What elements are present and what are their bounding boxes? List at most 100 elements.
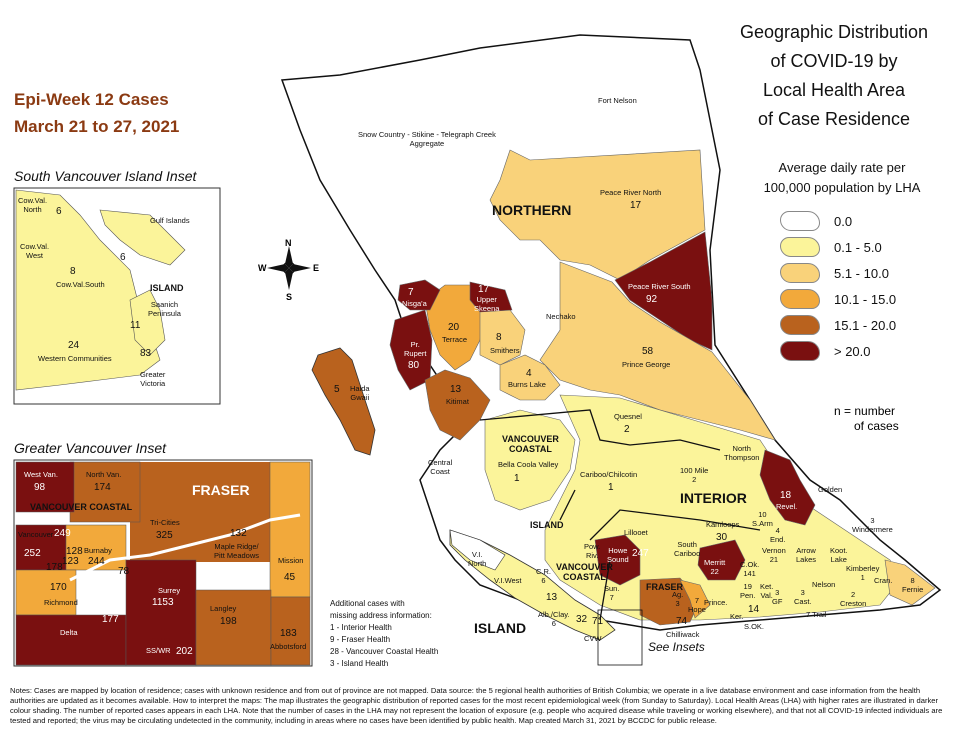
lha-label-central-coast: Central Coast (428, 458, 452, 476)
gv-label-tri-cities: Tri-Cities (150, 518, 180, 527)
lha-label-s-ok: S.OK. (744, 622, 765, 631)
vin-l2: North (468, 559, 487, 568)
mer-l2: 22 (710, 567, 719, 576)
compass-n: N (285, 238, 292, 248)
lha-n-smithers: 8 (496, 332, 502, 343)
lha-label-merritt: Merritt 22 (704, 558, 725, 576)
lha-n-vi-13: 13 (546, 592, 558, 603)
vcs-line1: VANCOUVER (556, 562, 613, 572)
lha-upper-skeena (469, 281, 513, 313)
tr-l2: Trail (812, 610, 827, 619)
lha-revelstoke (759, 449, 816, 526)
lha-label-kamloops: Kamloops (706, 520, 740, 529)
legend-title-1: Average daily rate per (778, 160, 906, 175)
cvw-l2: West (26, 251, 43, 260)
legend-swatch (780, 315, 820, 335)
sarm-l2: S.Arm (752, 519, 773, 528)
legend-swatch (780, 341, 820, 361)
svi-label-cowval-south: Cow.Val.South (56, 280, 105, 289)
inset-marker-box (597, 609, 643, 666)
ket-l2: Val. (760, 591, 773, 600)
mr-l1: Maple Ridge/ (214, 542, 259, 551)
pen-l1: 19 (743, 582, 752, 591)
tr-l1: 7 (806, 610, 811, 619)
cvw-l1: Cow.Val. (20, 242, 50, 251)
gv-surrey (125, 559, 197, 666)
end-l1: 4 (775, 526, 780, 535)
pr-l2: Rupert (404, 349, 427, 358)
lha-label-100-mile: 100 Mile 2 (680, 466, 708, 484)
lha-label-arrow-lakes: Arrow Lakes (796, 546, 816, 564)
gvic-l2: Victoria (140, 379, 166, 388)
gv-n-tri-cities: 325 (156, 530, 173, 541)
lha-label-s-arm: 10 S.Arm (752, 510, 773, 528)
gv-vancouver (15, 524, 67, 571)
cvn-l1: Cow.Val. (18, 196, 48, 205)
lha-burns-lake (499, 354, 561, 401)
vc-line2: COASTAL (509, 444, 552, 454)
addl-3: 1 - Interior Health (330, 623, 392, 632)
sun-l1: Sun. (604, 584, 620, 593)
lha-label-prince-george: Prince George (622, 360, 671, 369)
gv-n-abbotsford: 183 (280, 628, 297, 639)
gv-n-maple-ridge: 132 (230, 528, 247, 539)
snow-l2: Aggregate (409, 139, 445, 148)
addl-5: 28 - Vancouver Coastal Health (330, 647, 439, 656)
notes: Notes: Cases are mapped by location of r… (10, 686, 943, 725)
addl-6: 3 - Island Health (330, 659, 389, 668)
lha-label-cr: C.R. 6 (536, 567, 551, 585)
lha-nisgaa (397, 279, 441, 311)
fer-l1: 8 (910, 576, 915, 585)
legend-swatch (780, 211, 820, 231)
n-note-1: n = number (834, 404, 896, 418)
cre-l1: 2 (851, 590, 856, 599)
lha-label-kettle: Ket. Val. (760, 582, 773, 600)
ket-l1: Ket. (760, 582, 774, 591)
gv-label-west-van: West Van. (24, 470, 58, 479)
svi-label-saanich: Saanich Peninsula (148, 300, 181, 318)
gv-n-vancouver-2: 252 (24, 548, 41, 559)
region-island-small: ISLAND (530, 520, 564, 530)
hope-l1: 7 (694, 596, 700, 605)
svi-n-western: 24 (68, 340, 80, 351)
gv-label-delta: Delta (60, 628, 78, 637)
nt-l2: Thompson (724, 453, 760, 462)
region-island-inset: ISLAND (150, 283, 184, 293)
kim-l1: Kimberley (846, 564, 880, 573)
lha-label-central-ok: C.Ok. 141 (740, 560, 759, 578)
m100-l1: 100 Mile (680, 466, 709, 475)
cas-l2: Cast. (794, 597, 812, 606)
gv-n-surrey: 1153 (152, 597, 174, 608)
gv-mission (269, 461, 311, 598)
lha-label-quesnel: Quesnel (614, 412, 642, 421)
lha-terrace (424, 284, 486, 371)
lha-label-howe-sound: Howe Sound (607, 546, 629, 564)
legend-title-2: 100,000 population by LHA (763, 180, 921, 195)
lha-label-pr-rupert: Pr. Rupert (404, 340, 427, 358)
legend-item: 10.1 - 15.0 (780, 286, 896, 312)
vcs-line2: COASTAL (563, 572, 606, 582)
gv-label-richmond: Richmond (44, 598, 78, 607)
gv-n-langley: 198 (220, 616, 237, 627)
mer-l1: Merritt (704, 558, 726, 567)
legend-label: 10.1 - 15.0 (834, 291, 897, 307)
hg-l2: Gwaii (350, 393, 370, 402)
lha-hope (679, 579, 711, 619)
hs-l1: Howe (608, 546, 628, 555)
gv-n-burnaby: 244 (88, 556, 105, 567)
lha-haida-gwaii (311, 347, 376, 456)
gv-n-sswr: 202 (176, 646, 193, 657)
addl-1: Additional cases with (330, 599, 405, 608)
lha-label-grand-forks: 3 GF (772, 588, 782, 606)
win-l1: 3 (870, 516, 875, 525)
gv-west-van (15, 461, 75, 513)
lha-label-vi-west: V.I.West (494, 576, 522, 585)
lha-label-nechako: Nechako (546, 312, 576, 321)
cvn-l2: North (23, 205, 42, 214)
lha-label-fort-nelson: Fort Nelson (598, 96, 637, 105)
lha-label-peace-south: Peace River South (628, 282, 691, 291)
kl-l2: Lake (830, 555, 847, 564)
lha-label-golden: Golden (818, 485, 843, 494)
lha-label-haida-gwaii: Haida Gwaii (350, 384, 370, 402)
gv-burnaby (65, 524, 127, 571)
